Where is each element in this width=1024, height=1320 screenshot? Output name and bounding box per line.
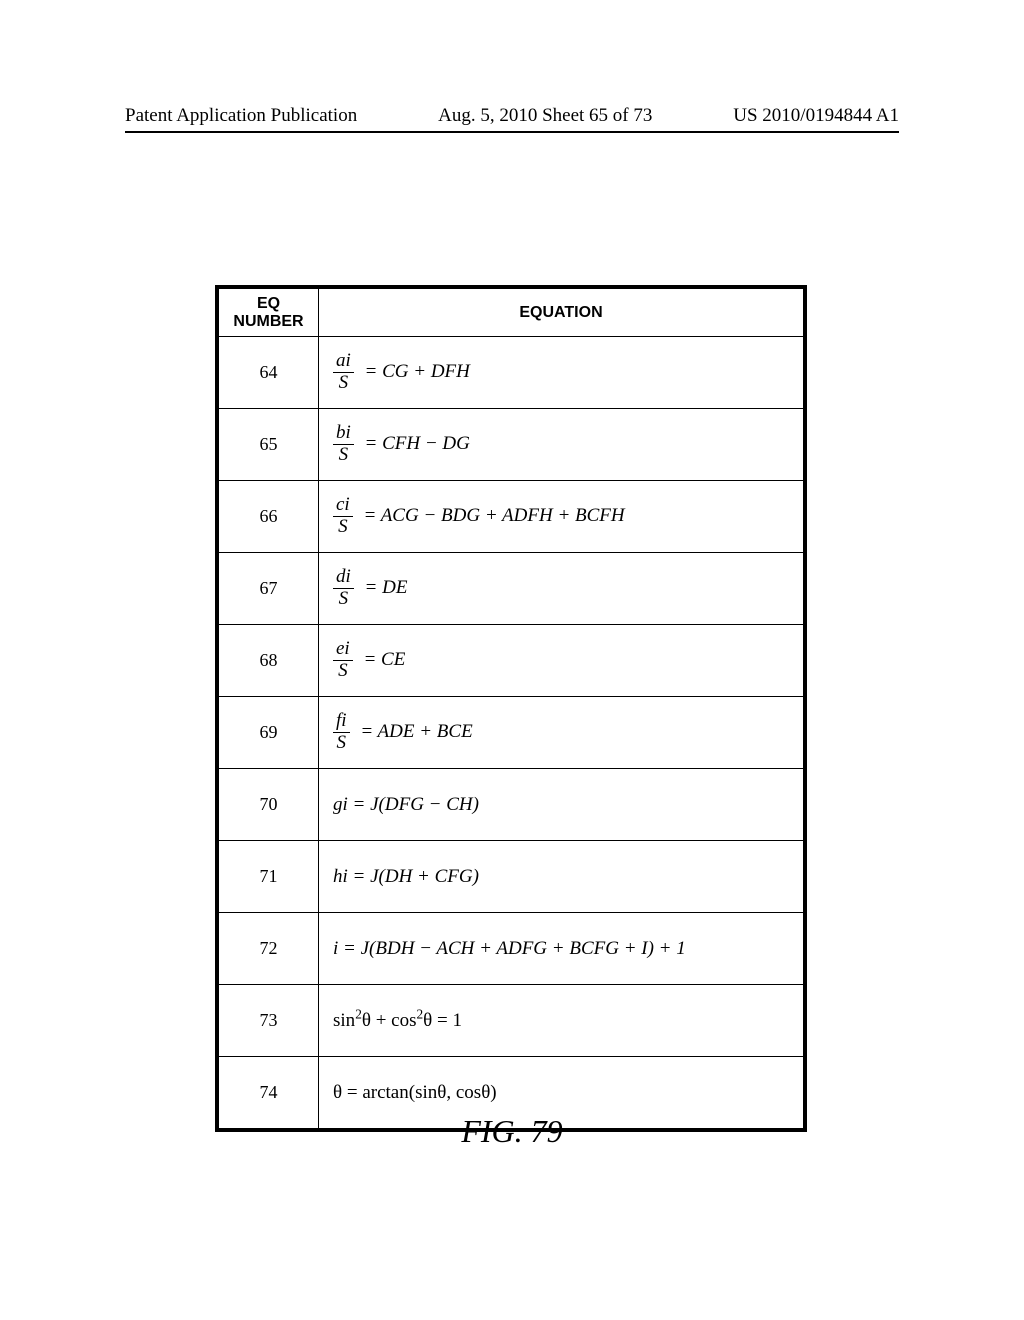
header-right: US 2010/0194844 A1 (733, 105, 899, 127)
equation-cell: hi = J(DH + CFG) (319, 841, 804, 913)
table-row: 65biS = CFH − DG (219, 409, 804, 481)
equation-cell: i = J(BDH − ACH + ADFG + BCFG + I) + 1 (319, 913, 804, 985)
table-row: 67diS = DE (219, 553, 804, 625)
eq-number-cell: 70 (219, 769, 319, 841)
equation-table-container: EQ NUMBER EQUATION 64aiS = CG + DFH65biS… (215, 285, 807, 1132)
equation-cell: ciS = ACG − BDG + ADFH + BCFH (319, 481, 804, 553)
eq-number-cell: 71 (219, 841, 319, 913)
equation-cell: fiS = ADE + BCE (319, 697, 804, 769)
equation-cell: diS = DE (319, 553, 804, 625)
equation-cell: sin2θ + cos2θ = 1 (319, 985, 804, 1057)
eq-number-cell: 66 (219, 481, 319, 553)
header-equation: EQUATION (319, 289, 804, 337)
table-row: 68eiS = CE (219, 625, 804, 697)
equation-cell: aiS = CG + DFH (319, 337, 804, 409)
header-eq-number: EQ NUMBER (219, 289, 319, 337)
header-center: Aug. 5, 2010 Sheet 65 of 73 (438, 105, 652, 127)
header-left: Patent Application Publication (125, 105, 357, 127)
equation-cell: gi = J(DFG − CH) (319, 769, 804, 841)
equation-cell: eiS = CE (319, 625, 804, 697)
eq-number-cell: 68 (219, 625, 319, 697)
equation-cell: biS = CFH − DG (319, 409, 804, 481)
table-row: 70gi = J(DFG − CH) (219, 769, 804, 841)
eq-number-cell: 72 (219, 913, 319, 985)
equation-table: EQ NUMBER EQUATION 64aiS = CG + DFH65biS… (218, 288, 804, 1129)
eq-number-cell: 73 (219, 985, 319, 1057)
table-row: 69fiS = ADE + BCE (219, 697, 804, 769)
table-row: 64aiS = CG + DFH (219, 337, 804, 409)
eq-number-cell: 64 (219, 337, 319, 409)
eq-number-cell: 65 (219, 409, 319, 481)
figure-label: FIG. 79 (0, 1113, 1024, 1150)
table-row: 72i = J(BDH − ACH + ADFG + BCFG + I) + 1 (219, 913, 804, 985)
table-row: 71hi = J(DH + CFG) (219, 841, 804, 913)
eq-number-cell: 69 (219, 697, 319, 769)
table-row: 73sin2θ + cos2θ = 1 (219, 985, 804, 1057)
eq-number-cell: 67 (219, 553, 319, 625)
page-header: Patent Application Publication Aug. 5, 2… (125, 105, 899, 133)
table-row: 66ciS = ACG − BDG + ADFH + BCFH (219, 481, 804, 553)
